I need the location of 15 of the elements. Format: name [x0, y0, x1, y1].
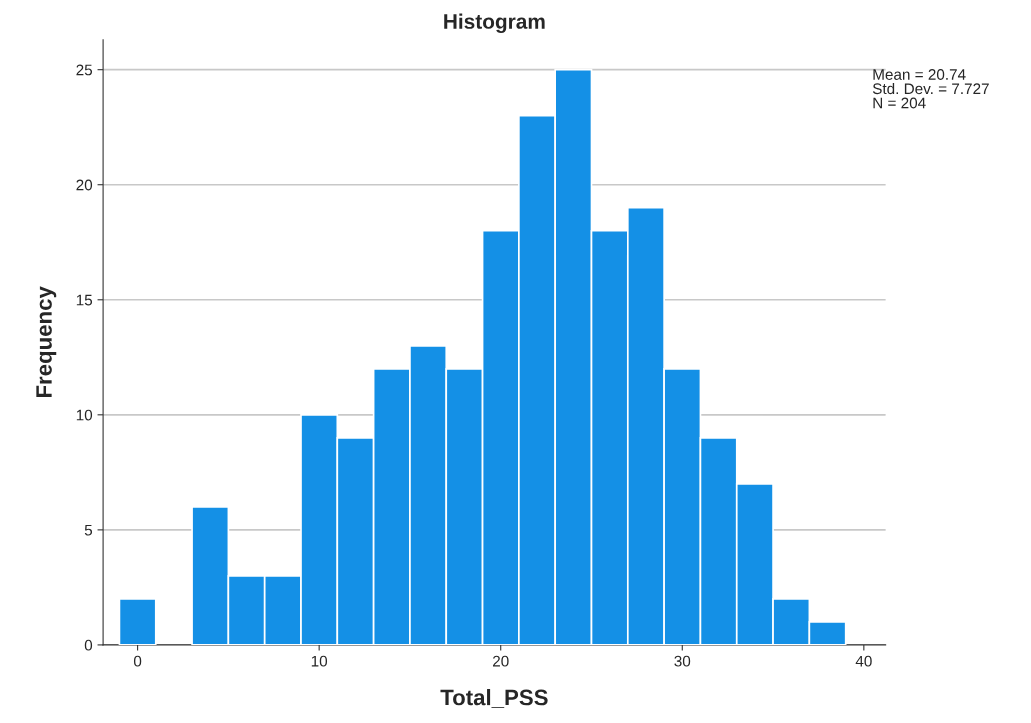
y-tick-label: 5	[84, 524, 93, 536]
chart-title: Histogram	[444, 13, 545, 34]
x-tick-label: 10	[311, 655, 328, 667]
y-tick-label: 15	[76, 294, 93, 306]
y-tick-label: 10	[76, 409, 93, 421]
x-axis-title: Total_PSS	[440, 689, 548, 708]
x-tick-label: 20	[492, 655, 509, 667]
y-tick-label: 25	[76, 64, 93, 76]
x-tick-label: 40	[855, 655, 872, 667]
x-tick-label: 30	[674, 655, 691, 667]
y-tick-label: 20	[76, 179, 93, 191]
y-axis-title: Frequency	[36, 286, 57, 398]
x-tick-label: 0	[133, 655, 142, 667]
y-tick-label: 0	[84, 639, 93, 651]
annotation: Mean = 20.74 Std. Dev. = 7.727 N = 204	[872, 69, 989, 109]
